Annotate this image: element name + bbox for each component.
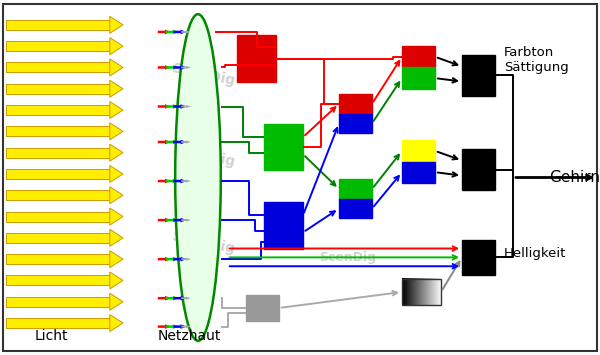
Polygon shape	[110, 208, 123, 225]
FancyArrow shape	[166, 29, 179, 34]
Text: Helligkeit: Helligkeit	[504, 247, 566, 260]
Bar	[6, 126, 110, 136]
Bar	[462, 149, 495, 190]
FancyArrow shape	[158, 65, 171, 70]
Text: ScenDig: ScenDig	[172, 230, 236, 257]
Text: ScenDig: ScenDig	[320, 251, 377, 264]
FancyArrow shape	[181, 258, 191, 261]
FancyArrow shape	[158, 218, 171, 222]
Bar	[264, 202, 303, 248]
FancyArrow shape	[166, 140, 179, 144]
Text: ScenDig: ScenDig	[172, 143, 236, 170]
Bar	[402, 279, 441, 305]
FancyArrow shape	[158, 104, 171, 109]
Bar	[339, 114, 372, 133]
Bar	[339, 94, 372, 114]
Bar	[462, 240, 495, 275]
Bar	[237, 36, 276, 82]
FancyArrow shape	[166, 324, 179, 329]
FancyArrow shape	[181, 218, 191, 222]
FancyArrow shape	[166, 296, 179, 300]
FancyArrow shape	[173, 257, 187, 261]
FancyArrow shape	[181, 297, 191, 300]
FancyArrow shape	[173, 218, 187, 222]
FancyArrow shape	[158, 324, 171, 329]
Bar	[6, 297, 110, 307]
Bar	[6, 169, 110, 179]
Bar	[6, 105, 110, 115]
Polygon shape	[110, 102, 123, 119]
Bar	[6, 275, 110, 285]
FancyArrow shape	[181, 66, 191, 69]
FancyArrow shape	[181, 105, 191, 108]
Polygon shape	[110, 251, 123, 268]
Bar	[339, 199, 372, 218]
Text: Farbton
Sättigung: Farbton Sättigung	[504, 47, 569, 74]
Text: Gehirn: Gehirn	[549, 170, 600, 185]
Bar	[6, 84, 110, 94]
Bar	[6, 212, 110, 222]
Polygon shape	[110, 16, 123, 33]
FancyArrow shape	[173, 104, 187, 109]
Bar	[264, 124, 303, 170]
Ellipse shape	[175, 14, 221, 341]
FancyArrow shape	[173, 140, 187, 144]
FancyArrow shape	[158, 179, 171, 183]
FancyArrow shape	[181, 180, 191, 182]
Polygon shape	[110, 123, 123, 140]
FancyArrow shape	[173, 296, 187, 300]
Bar	[402, 67, 435, 89]
Polygon shape	[110, 38, 123, 55]
Polygon shape	[110, 293, 123, 310]
FancyArrow shape	[181, 141, 191, 143]
FancyArrow shape	[158, 140, 171, 144]
FancyArrow shape	[173, 324, 187, 329]
Bar	[6, 62, 110, 72]
FancyArrow shape	[158, 257, 171, 261]
Bar	[402, 46, 435, 67]
Polygon shape	[110, 315, 123, 332]
Polygon shape	[110, 187, 123, 204]
Polygon shape	[110, 229, 123, 246]
Bar	[462, 55, 495, 96]
FancyArrow shape	[166, 257, 179, 261]
FancyArrow shape	[173, 65, 187, 70]
FancyArrow shape	[166, 179, 179, 183]
FancyArrow shape	[181, 325, 191, 328]
Bar	[6, 148, 110, 158]
Text: Licht: Licht	[34, 329, 68, 343]
FancyArrow shape	[166, 65, 179, 70]
Text: ScenDig: ScenDig	[172, 61, 236, 88]
Polygon shape	[110, 80, 123, 97]
FancyArrow shape	[158, 29, 171, 34]
Text: Netzhaut: Netzhaut	[157, 329, 221, 343]
FancyArrow shape	[173, 179, 187, 183]
Bar	[6, 41, 110, 51]
FancyArrow shape	[158, 296, 171, 300]
Bar	[246, 295, 279, 321]
Bar	[6, 254, 110, 264]
Bar	[339, 179, 372, 199]
Bar	[6, 190, 110, 200]
FancyArrow shape	[181, 31, 191, 33]
FancyArrow shape	[166, 218, 179, 222]
Bar	[6, 318, 110, 328]
Bar	[402, 162, 435, 183]
Polygon shape	[110, 272, 123, 289]
FancyArrow shape	[166, 104, 179, 109]
Bar	[402, 140, 435, 162]
Bar	[6, 233, 110, 243]
Bar	[6, 20, 110, 30]
Polygon shape	[110, 59, 123, 76]
FancyArrow shape	[173, 29, 187, 34]
Polygon shape	[110, 144, 123, 161]
Polygon shape	[110, 165, 123, 182]
